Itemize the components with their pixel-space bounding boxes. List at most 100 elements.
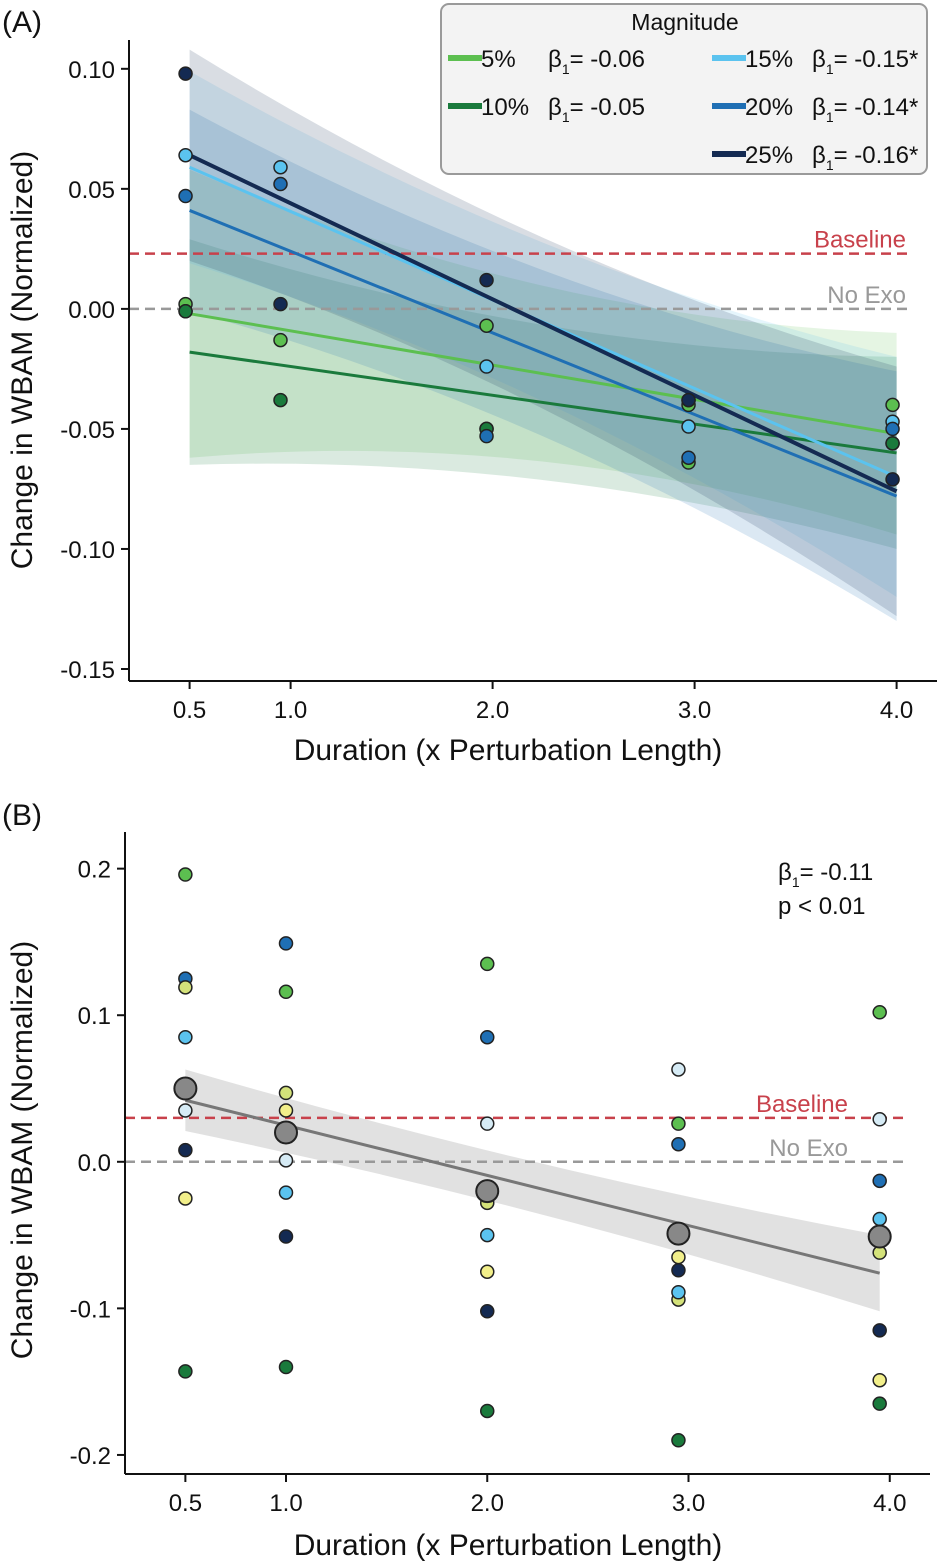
subject-point bbox=[178, 1191, 193, 1206]
legend-label-15: 15% bbox=[745, 46, 793, 73]
y-tick-label: 0.05 bbox=[68, 177, 115, 204]
reference-lines-b: Baseline No Exo bbox=[125, 1091, 905, 1164]
confidence-band-b bbox=[185, 1069, 880, 1312]
point-10 bbox=[885, 436, 900, 451]
y-tick-label: -0.15 bbox=[60, 657, 115, 684]
x-tick-label: 0.5 bbox=[169, 1490, 202, 1517]
subject-point bbox=[178, 1103, 193, 1118]
y-ticks-b: 0.2 0.1 0.0 -0.1 -0.2 bbox=[70, 857, 125, 1470]
x-tick-label: 0.5 bbox=[173, 697, 206, 724]
baseline-label: Baseline bbox=[814, 227, 906, 254]
subject-point bbox=[872, 1112, 887, 1127]
x-tick-label: 1.0 bbox=[269, 1490, 302, 1517]
y-tick-label: -0.10 bbox=[60, 537, 115, 564]
panel-b-letter: (B) bbox=[2, 799, 42, 832]
beta-symbol: β bbox=[778, 859, 792, 886]
subject-point bbox=[480, 1304, 495, 1319]
point-10 bbox=[178, 304, 193, 319]
legend-beta-5: β1= -0.06 bbox=[548, 46, 645, 77]
subject-point bbox=[671, 1263, 686, 1278]
y-axis-title-b: Change in WBAM (Normalized) bbox=[6, 941, 39, 1359]
point-5 bbox=[273, 332, 288, 348]
point-20 bbox=[178, 188, 193, 204]
fit-line-5 bbox=[189, 312, 897, 436]
beta-annotation: β1= -0.11 bbox=[778, 859, 873, 890]
data-points-b bbox=[178, 867, 887, 1448]
no-exo-label: No Exo bbox=[827, 282, 906, 309]
subject-point bbox=[671, 1116, 686, 1131]
y-ticks-a: 0.10 0.05 0.00 -0.05 -0.10 -0.15 bbox=[60, 57, 129, 684]
x-tick-label: 2.0 bbox=[471, 1490, 504, 1517]
subject-point bbox=[480, 1403, 495, 1419]
p-value-annotation: p < 0.01 bbox=[778, 893, 865, 920]
x-axis-title-a: Duration (x Perturbation Length) bbox=[294, 734, 723, 767]
subject-point bbox=[278, 936, 294, 951]
x-tick-label: 1.0 bbox=[274, 697, 307, 724]
beta-subscript: 1 bbox=[792, 874, 800, 890]
fit-line-25 bbox=[188, 153, 898, 494]
point-15 bbox=[273, 159, 288, 175]
subject-point bbox=[480, 1029, 495, 1045]
x-axis-title-b: Duration (x Perturbation Length) bbox=[294, 1529, 723, 1562]
subject-point bbox=[178, 1029, 193, 1045]
legend-a: Magnitude 5% β1= -0.06 10% β1= -0.05 15% β1= … bbox=[440, 3, 928, 175]
y-tick-label: 0.0 bbox=[78, 1150, 111, 1177]
subject-point bbox=[872, 1005, 887, 1020]
mean-point bbox=[173, 1076, 198, 1101]
legend-label-25: 25% bbox=[745, 142, 793, 169]
regression-lines-a bbox=[188, 153, 898, 498]
point-25 bbox=[178, 66, 193, 81]
legend-label-5: 5% bbox=[481, 46, 516, 73]
mean-point bbox=[475, 1179, 500, 1204]
ci-band-25 bbox=[189, 49, 897, 617]
point-25 bbox=[681, 392, 696, 408]
subject-point bbox=[278, 1085, 294, 1101]
reference-lines-a: Baseline No Exo bbox=[129, 227, 908, 311]
subject-point bbox=[872, 1323, 887, 1338]
subject-point bbox=[278, 984, 294, 1000]
point-20 bbox=[273, 176, 288, 192]
ci-band-10 bbox=[189, 239, 897, 549]
subject-point bbox=[480, 1227, 495, 1243]
subject-point bbox=[480, 956, 495, 972]
beta-value: = -0.11 bbox=[800, 859, 874, 886]
regression-line-b bbox=[185, 1098, 881, 1275]
y-tick-label: 0.00 bbox=[68, 297, 115, 324]
point-25 bbox=[273, 296, 288, 312]
legend-beta-20: β1= -0.14* bbox=[812, 94, 918, 125]
legend-label-20: 20% bbox=[745, 94, 793, 121]
point-15 bbox=[681, 419, 696, 434]
subject-point bbox=[872, 1173, 887, 1189]
panel-a-letter: (A) bbox=[2, 6, 42, 39]
subject-point bbox=[480, 1116, 495, 1131]
legend-beta-10: β1= -0.05 bbox=[548, 94, 645, 125]
subject-point bbox=[178, 980, 193, 995]
legend-title: Magnitude bbox=[631, 9, 738, 35]
data-points-a bbox=[178, 66, 900, 487]
ci-band-15 bbox=[189, 71, 897, 597]
x-ticks-a: 0.5 1.0 2.0 3.0 4.0 bbox=[173, 681, 913, 724]
y-tick-label: -0.1 bbox=[70, 1296, 111, 1323]
x-tick-label: 3.0 bbox=[672, 1490, 705, 1517]
point-15 bbox=[479, 359, 494, 374]
x-tick-label: 4.0 bbox=[873, 1490, 906, 1517]
no-exo-label: No Exo bbox=[769, 1135, 848, 1162]
y-tick-label: 0.10 bbox=[68, 57, 115, 84]
x-tick-label: 2.0 bbox=[476, 697, 509, 724]
fit-line-20 bbox=[189, 209, 898, 498]
point-20 bbox=[885, 421, 900, 437]
point-25 bbox=[885, 472, 900, 487]
subject-point bbox=[872, 1211, 887, 1227]
legend-entries: 5% β1= -0.06 10% β1= -0.05 15% β1= -0.15* 20% β… bbox=[448, 46, 918, 173]
baseline-label: Baseline bbox=[756, 1091, 848, 1118]
subject-point bbox=[278, 1153, 294, 1168]
subject-point bbox=[671, 1433, 686, 1448]
x-ticks-b: 0.5 1.0 2.0 3.0 4.0 bbox=[169, 1474, 906, 1517]
legend-label-10: 10% bbox=[481, 94, 529, 121]
point-20 bbox=[479, 428, 494, 444]
subject-point bbox=[671, 1284, 686, 1300]
fit-line bbox=[185, 1098, 881, 1275]
x-tick-label: 4.0 bbox=[880, 697, 913, 724]
